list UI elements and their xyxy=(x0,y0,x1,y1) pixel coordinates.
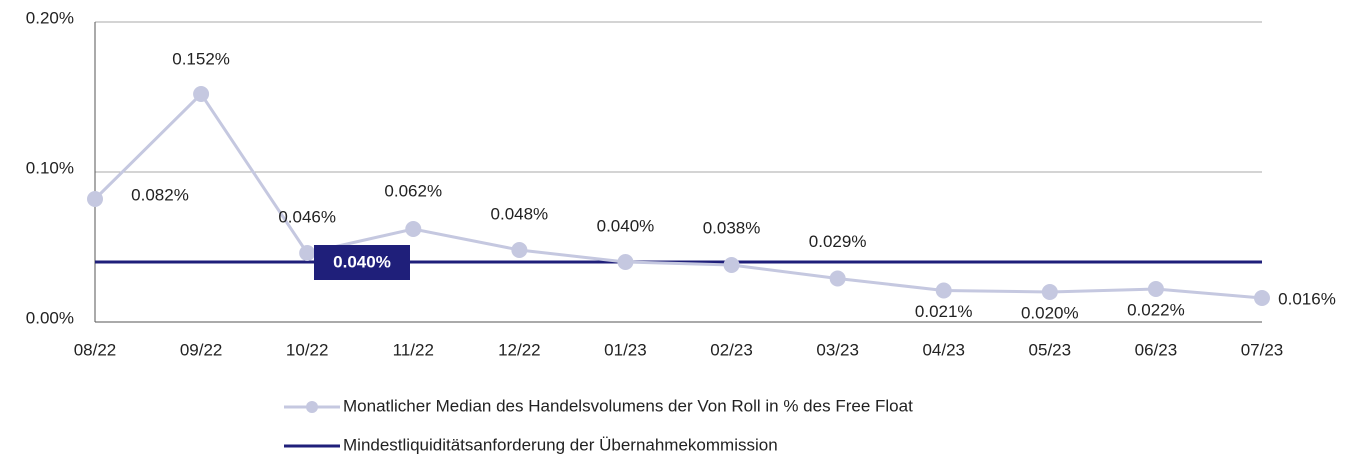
x-tick-label: 02/23 xyxy=(710,340,753,359)
data-label: 0.022% xyxy=(1127,300,1185,319)
x-tick-label: 11/22 xyxy=(393,340,434,359)
y-tick-label: 0.20% xyxy=(26,8,74,27)
data-label: 0.152% xyxy=(172,49,230,68)
data-label: 0.038% xyxy=(703,218,761,237)
data-label: 0.082% xyxy=(131,185,189,204)
data-label: 0.020% xyxy=(1021,303,1079,322)
point xyxy=(193,86,210,102)
point xyxy=(299,245,316,261)
point xyxy=(1254,290,1270,306)
threshold-label-box xyxy=(314,245,410,280)
point xyxy=(617,254,634,270)
point xyxy=(1147,281,1164,297)
x-tick-label: 07/23 xyxy=(1241,340,1284,359)
point xyxy=(87,191,103,207)
point xyxy=(935,282,952,299)
point xyxy=(405,221,422,237)
x-tick-label: 01/23 xyxy=(604,340,647,359)
x-tick-label: 10/22 xyxy=(286,340,329,359)
x-tick-label: 08/22 xyxy=(74,340,117,359)
point xyxy=(1041,284,1058,300)
data-label: 0.046% xyxy=(278,207,336,226)
x-tick-label: 05/23 xyxy=(1029,340,1072,359)
y-tick-label: 0.00% xyxy=(26,308,74,327)
point xyxy=(829,270,846,287)
x-tick-label: 04/23 xyxy=(922,340,965,359)
point xyxy=(723,257,740,273)
legend-label: Monatlicher Median des Handelsvolumens d… xyxy=(343,396,913,415)
data-label: 0.040% xyxy=(597,216,655,235)
x-tick-label: 09/22 xyxy=(180,340,223,359)
x-tick-label: 12/22 xyxy=(498,340,541,359)
legend-marker xyxy=(306,401,318,413)
threshold-label: 0.040% xyxy=(333,252,391,271)
point xyxy=(511,242,528,258)
legend-label: Mindestliquiditätsanforderung der Überna… xyxy=(343,435,778,454)
x-tick-label: 03/23 xyxy=(816,340,859,359)
data-label: 0.062% xyxy=(384,181,442,200)
data-label: 0.048% xyxy=(491,204,549,223)
x-tick-label: 06/23 xyxy=(1135,340,1178,359)
y-tick-label: 0.10% xyxy=(26,158,74,177)
data-label: 0.029% xyxy=(809,232,867,251)
data-label: 0.016% xyxy=(1278,289,1336,308)
series-line xyxy=(93,91,1263,300)
data-label: 0.021% xyxy=(915,302,973,321)
